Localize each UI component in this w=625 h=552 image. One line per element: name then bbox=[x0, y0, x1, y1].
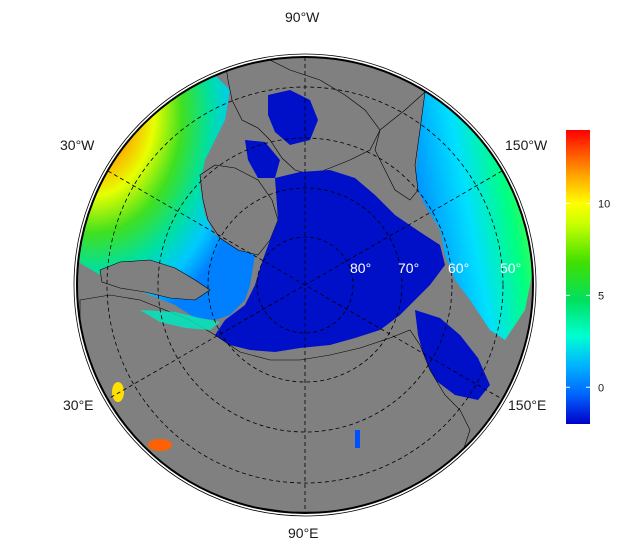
latitude-circle-60 bbox=[157, 137, 453, 433]
longitude-label-top: 90°W bbox=[285, 9, 320, 25]
latitude-label-70: 70° bbox=[398, 260, 419, 276]
latitude-label-50: 50° bbox=[500, 260, 521, 276]
baffin-bay-ice bbox=[245, 140, 280, 178]
colorbar-tick-label: 5 bbox=[598, 290, 604, 302]
caspian-sea-field bbox=[112, 382, 124, 402]
colorbar-ramp bbox=[566, 130, 590, 424]
hudson-bay-ice bbox=[268, 90, 318, 145]
colorbar: 0 5 10 bbox=[566, 130, 610, 424]
longitude-label-upper-left: 30°W bbox=[60, 137, 95, 153]
latitude-circle-80 bbox=[256, 236, 354, 334]
barents-sea-field bbox=[140, 310, 220, 330]
scandinavia-landmass bbox=[99, 259, 211, 301]
map-border bbox=[76, 56, 534, 514]
meridian-150w-30e bbox=[107, 170, 503, 400]
colorbar-tick-label: 0 bbox=[598, 382, 604, 394]
colorbar-ticks: 0 5 10 bbox=[566, 199, 610, 394]
map-border-inner bbox=[73, 53, 537, 517]
longitude-label-upper-right: 150°W bbox=[505, 137, 548, 153]
arctic-sea-ice-region bbox=[215, 170, 445, 352]
colorbar-tick-label: 10 bbox=[598, 199, 610, 211]
latitude-label-60: 60° bbox=[448, 260, 469, 276]
lake-baikal-field bbox=[355, 430, 360, 448]
longitude-label-bottom: 90°E bbox=[288, 525, 319, 541]
latitude-label-80: 80° bbox=[350, 260, 371, 276]
black-sea-field bbox=[148, 439, 172, 451]
longitude-label-lower-left: 30°E bbox=[63, 397, 94, 413]
longitude-graticule bbox=[107, 57, 503, 513]
latitude-circle-70 bbox=[207, 187, 403, 383]
longitude-label-lower-right: 150°E bbox=[508, 397, 546, 413]
